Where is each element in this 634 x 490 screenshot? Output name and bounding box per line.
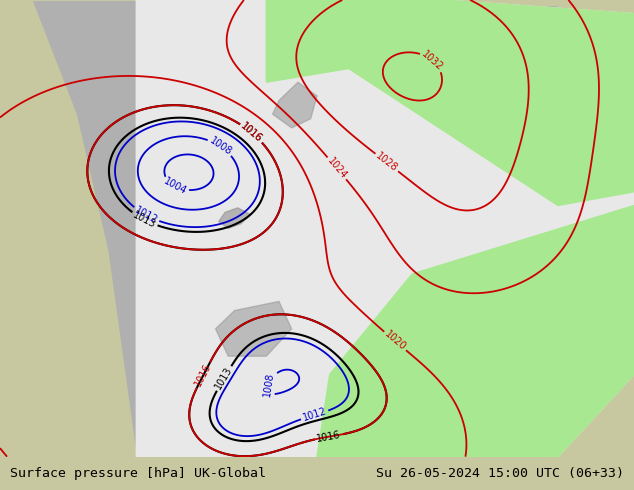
- Polygon shape: [273, 82, 317, 128]
- Text: 1016: 1016: [239, 121, 264, 145]
- Text: 1008: 1008: [262, 372, 276, 397]
- Polygon shape: [0, 0, 136, 457]
- Polygon shape: [266, 0, 634, 205]
- Text: 1016: 1016: [193, 362, 214, 388]
- Text: 1013: 1013: [214, 366, 235, 392]
- Text: 1024: 1024: [325, 156, 349, 181]
- Text: 1020: 1020: [382, 329, 408, 353]
- Text: 1013: 1013: [131, 210, 158, 230]
- Text: 1028: 1028: [374, 151, 399, 174]
- Text: 1032: 1032: [420, 49, 445, 73]
- Polygon shape: [317, 205, 634, 457]
- Text: 1008: 1008: [207, 136, 233, 157]
- Polygon shape: [558, 0, 634, 205]
- Text: 1004: 1004: [162, 176, 189, 197]
- Text: Su 26-05-2024 15:00 UTC (06+33): Su 26-05-2024 15:00 UTC (06+33): [377, 467, 624, 480]
- Polygon shape: [216, 301, 292, 356]
- Text: Surface pressure [hPa] UK-Global: Surface pressure [hPa] UK-Global: [10, 467, 266, 480]
- Polygon shape: [0, 0, 634, 32]
- Text: 1016: 1016: [239, 121, 264, 145]
- Text: 1012: 1012: [133, 205, 159, 225]
- Polygon shape: [558, 374, 634, 457]
- Text: 1016: 1016: [316, 430, 342, 444]
- Text: 1012: 1012: [301, 406, 328, 423]
- Polygon shape: [136, 0, 634, 457]
- Polygon shape: [0, 0, 634, 457]
- Polygon shape: [219, 208, 250, 228]
